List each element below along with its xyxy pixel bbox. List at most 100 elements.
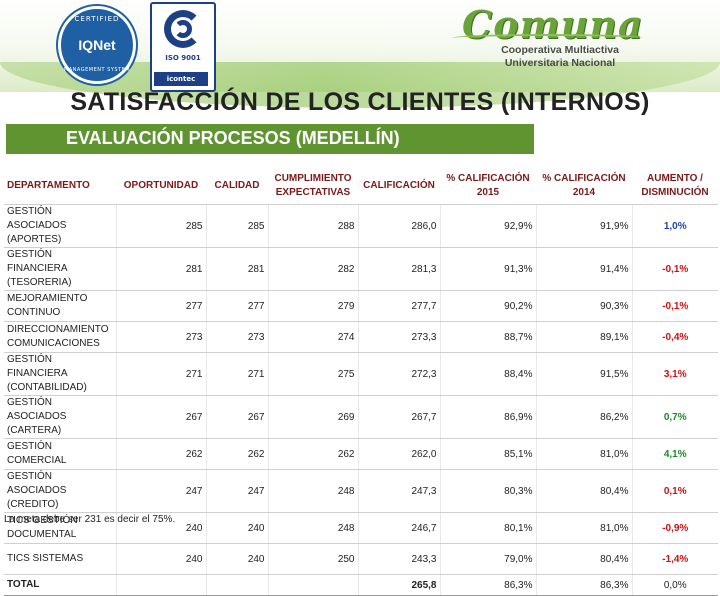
cell-pct2015: 90,2% — [440, 290, 537, 322]
cell-calidad: 262 — [206, 438, 269, 470]
cell-oportunidad: 262 — [116, 438, 207, 470]
table-row: DIRECCIONAMIENTO COMUNICACIONES 273 273 274… — [4, 321, 718, 353]
table-row: GESTIÓN FINANCIERA (TESORERIA) 281 281 282 2… — [4, 247, 718, 291]
cell-pct2015: 80,3% — [440, 469, 537, 513]
cell-cumplimiento: 288 — [268, 204, 359, 248]
page-title: SATISFACCIÓN DE LOS CLIENTES (INTERNOS) — [70, 88, 650, 116]
cell-dept: GESTIÓN FINANCIERA (CONTABILIDAD) — [4, 352, 117, 396]
cell-calidad: 240 — [206, 512, 269, 544]
cell-calidad: 281 — [206, 247, 269, 291]
cell-delta: 1,0% — [632, 204, 718, 248]
cell-delta: -0,1% — [632, 247, 718, 291]
cell-pct2014: 91,9% — [536, 204, 633, 248]
col-header: CALIFICACIÓN — [358, 168, 440, 205]
cell-calificacion: 272,3 — [358, 352, 441, 396]
cell-pct2015: 85,1% — [440, 438, 537, 470]
cell-calificacion: 243,3 — [358, 543, 441, 575]
cell-pct2014: 91,4% — [536, 247, 633, 291]
cell-calidad: 271 — [206, 352, 269, 396]
subtitle-bar — [6, 124, 534, 154]
table-row: GESTIÓN ASOCIADOS (CREDITO) 247 247 248 247,… — [4, 469, 718, 513]
cell-oportunidad: 247 — [116, 469, 207, 513]
cell-oportunidad: 281 — [116, 247, 207, 291]
cell-oportunidad: 240 — [116, 543, 207, 575]
results-table-wrap: DEPARTAMENTO OPORTUNIDAD CALIDAD CUMPLIM… — [4, 168, 718, 596]
icontec-iso: ISO 9001 — [165, 54, 201, 62]
cell-delta: 3,1% — [632, 352, 718, 396]
table-body: GESTIÓN ASOCIADOS (APORTES) 285 285 288 286,… — [4, 204, 718, 596]
cell-dept: DIRECCIONAMIENTO COMUNICACIONES — [4, 321, 117, 353]
cell-pct2014: 81,0% — [536, 438, 633, 470]
total-label: TOTAL — [4, 574, 117, 596]
icontec-mark-inner-icon — [174, 20, 192, 38]
total-calificacion: 265,8 — [358, 574, 441, 596]
comuna-swoosh — [452, 34, 642, 42]
cell-oportunidad: 273 — [116, 321, 207, 353]
iqnet-logo: CERTIFIED IQNet MANAGEMENT SYSTEM — [58, 6, 136, 84]
cell-pct2014: 80,4% — [536, 543, 633, 575]
table-header-row: DEPARTAMENTO OPORTUNIDAD CALIDAD CUMPLIM… — [4, 168, 718, 205]
cell-dept: GESTIÓN ASOCIADOS (APORTES) — [4, 204, 117, 248]
cell-dept: GESTIÓN FINANCIERA (TESORERIA) — [4, 247, 117, 291]
total-empty — [116, 574, 207, 596]
col-header: OPORTUNIDAD — [116, 168, 206, 205]
cell-calidad: 267 — [206, 395, 269, 439]
cell-dept: MEJORAMIENTO CONTINUO — [4, 290, 117, 322]
cell-pct2014: 89,1% — [536, 321, 633, 353]
cooperative-name: Cooperativa Multiactiva Universitaria Na… — [470, 44, 650, 70]
total-delta: 0,0% — [632, 574, 718, 596]
cell-oportunidad: 267 — [116, 395, 207, 439]
icontec-logo: ISO 9001 icontec — [150, 2, 216, 92]
cell-pct2014: 86,2% — [536, 395, 633, 439]
cell-calificacion: 246,7 — [358, 512, 441, 544]
cell-dept: GESTIÓN ASOCIADOS (CARTERA) — [4, 395, 117, 439]
cell-cumplimiento: 282 — [268, 247, 359, 291]
iqnet-ring-top: CERTIFIED — [74, 15, 120, 23]
cell-calificacion: 286,0 — [358, 204, 441, 248]
cell-dept: GESTIÓN ASOCIADOS (CREDITO) — [4, 469, 117, 513]
cell-cumplimiento: 274 — [268, 321, 359, 353]
col-header: DEPARTAMENTO — [4, 168, 116, 205]
cell-cumplimiento: 248 — [268, 512, 359, 544]
table-row: MEJORAMIENTO CONTINUO 277 277 279 277,7 90,2%… — [4, 290, 718, 322]
cell-calidad: 277 — [206, 290, 269, 322]
col-header: CALIDAD — [206, 168, 268, 205]
cell-cumplimiento: 275 — [268, 352, 359, 396]
total-pct2015: 86,3% — [440, 574, 537, 596]
cell-pct2015: 86,9% — [440, 395, 537, 439]
cell-calificacion: 267,7 — [358, 395, 441, 439]
cell-calificacion: 277,7 — [358, 290, 441, 322]
cell-calificacion: 281,3 — [358, 247, 441, 291]
cell-delta: -0,9% — [632, 512, 718, 544]
cell-pct2014: 81,0% — [536, 512, 633, 544]
icontec-brand: icontec — [154, 72, 208, 86]
cell-oportunidad: 240 — [116, 512, 207, 544]
cell-delta: -1,4% — [632, 543, 718, 575]
cell-pct2015: 91,3% — [440, 247, 537, 291]
cell-cumplimiento: 262 — [268, 438, 359, 470]
cell-delta: 0,1% — [632, 469, 718, 513]
table-row: GESTIÓN COMERCIAL 262 262 262 262,0 85,1% 81,0… — [4, 438, 718, 470]
col-header: AUMENTO / DISMINUCIÓN — [632, 168, 718, 205]
table-row: GESTIÓN ASOCIADOS (CARTERA) 267 267 269 267,… — [4, 395, 718, 439]
cell-delta: -0,1% — [632, 290, 718, 322]
cell-calidad: 247 — [206, 469, 269, 513]
coop-line-2: Universitaria Nacional — [504, 57, 616, 69]
col-header: % CALIFICACIÓN 2015 — [440, 168, 536, 205]
icontec-mark-icon — [164, 10, 202, 48]
cell-oportunidad: 285 — [116, 204, 207, 248]
cell-calificacion: 262,0 — [358, 438, 441, 470]
cell-calidad: 285 — [206, 204, 269, 248]
cell-calidad: 240 — [206, 543, 269, 575]
cell-oportunidad: 271 — [116, 352, 207, 396]
coop-line-1: Cooperativa Multiactiva — [501, 44, 619, 56]
cell-delta: 4,1% — [632, 438, 718, 470]
col-header: % CALIFICACIÓN 2014 — [536, 168, 632, 205]
cell-delta: 0,7% — [632, 395, 718, 439]
total-empty — [268, 574, 359, 596]
cell-calificacion: 273,3 — [358, 321, 441, 353]
table-row: TICS SISTEMAS 240 240 250 243,3 79,0% 80,4% -1,… — [4, 543, 718, 575]
table-total-row: TOTAL 265,8 86,3% 86,3% 0,0% — [4, 574, 718, 596]
total-empty — [206, 574, 269, 596]
iqnet-logo-text: IQNet — [78, 37, 116, 53]
